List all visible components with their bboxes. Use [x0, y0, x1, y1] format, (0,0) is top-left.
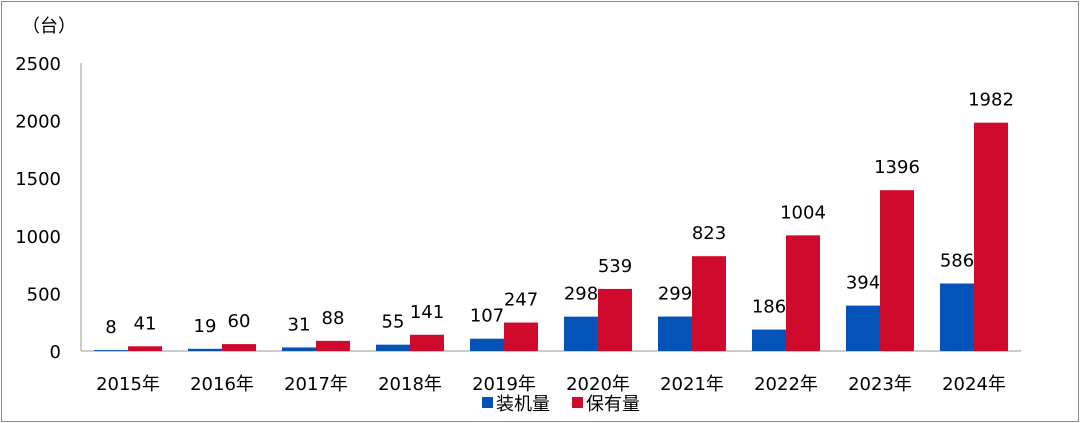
y-tick-labels: 0 500 1000 1500 2000 2500 — [15, 54, 61, 363]
data-label: 298 — [564, 284, 598, 305]
x-tick-label: 2018年 — [378, 374, 442, 395]
data-label: 394 — [846, 273, 880, 294]
x-tick-labels: 2015年 2016年 2017年 2018年 2019年 2020年 2021年 2022年… — [96, 374, 1006, 395]
bar-stock — [128, 346, 162, 351]
bar-installed — [188, 348, 222, 351]
legend: 装机量 保有量 — [482, 394, 640, 415]
y-tick-label: 2000 — [15, 112, 61, 133]
bar-installed — [94, 350, 128, 351]
bar-stock — [410, 334, 444, 351]
y-tick-label: 1500 — [15, 169, 61, 190]
x-tick-label: 2015年 — [96, 374, 160, 395]
bar-installed — [752, 329, 786, 351]
data-label: 1396 — [874, 157, 920, 178]
bar-stock — [504, 322, 538, 351]
bar-stock — [692, 256, 726, 351]
x-tick-label: 2023年 — [848, 374, 912, 395]
bar-stock — [222, 344, 256, 351]
y-tick-label: 2500 — [15, 54, 61, 75]
data-label: 186 — [752, 297, 786, 318]
data-label: 299 — [658, 284, 692, 305]
bar-installed — [376, 344, 410, 351]
bar-stock — [974, 122, 1008, 351]
x-tick-label: 2017年 — [284, 374, 348, 395]
x-tick-label: 2019年 — [472, 374, 536, 395]
bar-stock — [598, 288, 632, 351]
bar-stock — [316, 340, 350, 351]
x-tick-label: 2020年 — [566, 374, 630, 395]
bar-installed — [470, 338, 504, 351]
legend-swatch — [482, 397, 493, 408]
data-label: 41 — [134, 313, 157, 334]
data-label: 586 — [940, 250, 974, 271]
data-label: 141 — [410, 302, 444, 323]
y-unit-label: （台） — [22, 16, 76, 37]
x-tick-label: 2016年 — [190, 374, 254, 395]
legend-label: 装机量 — [496, 394, 550, 415]
x-tick-label: 2021年 — [660, 374, 724, 395]
bars-group — [94, 122, 1008, 351]
data-label: 823 — [692, 223, 726, 244]
bar-installed — [564, 316, 598, 351]
data-label: 1004 — [780, 202, 826, 223]
data-label: 8 — [105, 317, 116, 338]
y-tick-label: 1000 — [15, 227, 61, 248]
bar-stock — [786, 235, 820, 351]
legend-label: 保有量 — [586, 394, 640, 415]
data-label: 247 — [504, 290, 538, 311]
data-label: 55 — [382, 312, 405, 333]
bar-installed — [658, 316, 692, 351]
x-tick-label: 2024年 — [942, 374, 1006, 395]
legend-swatch — [572, 397, 583, 408]
y-tick-label: 0 — [50, 342, 61, 363]
bar-installed — [282, 347, 316, 351]
bar-installed — [846, 305, 880, 351]
x-tick-label: 2022年 — [754, 374, 818, 395]
data-label: 1982 — [968, 90, 1014, 111]
data-label: 60 — [228, 311, 251, 332]
data-label: 107 — [470, 306, 504, 327]
data-label: 539 — [598, 256, 632, 277]
bar-installed — [940, 283, 974, 351]
y-tick-label: 500 — [27, 284, 61, 305]
data-label: 31 — [288, 314, 311, 335]
data-label: 88 — [322, 308, 345, 329]
bar-stock — [880, 190, 914, 351]
data-label: 19 — [194, 316, 217, 337]
